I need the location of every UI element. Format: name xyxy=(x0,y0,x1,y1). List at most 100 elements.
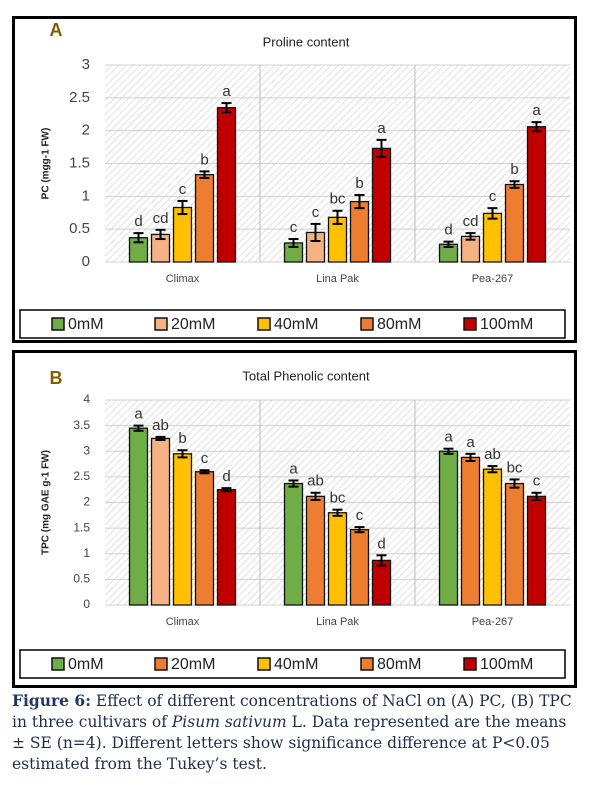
x-tick-label: Climax xyxy=(166,273,200,285)
error-bar xyxy=(199,469,210,475)
significance-letter: a xyxy=(444,429,453,446)
bar xyxy=(349,529,370,606)
significance-letter: b xyxy=(200,151,208,168)
bar xyxy=(216,489,237,606)
bar xyxy=(194,174,215,263)
legend-swatch xyxy=(463,317,477,331)
error-bar xyxy=(354,194,365,210)
significance-letter: bc xyxy=(330,490,346,507)
panel-frame xyxy=(12,16,577,343)
legend-label: 40mM xyxy=(274,656,318,673)
bar xyxy=(482,468,503,606)
bar xyxy=(150,437,171,606)
significance-letter: d xyxy=(222,468,230,485)
significance-letter: d xyxy=(444,222,452,239)
significance-letter: a xyxy=(134,406,143,423)
y-tick-label: 3 xyxy=(82,56,90,73)
error-bar xyxy=(465,232,476,241)
y-axis-label: PC (mgg-1 FW) xyxy=(41,128,52,200)
bar xyxy=(482,212,503,263)
error-bar xyxy=(155,228,166,241)
error-bar xyxy=(509,478,520,489)
error-bar xyxy=(310,491,321,501)
significance-letter: a xyxy=(222,83,231,100)
figure: A Proline content PC (mgg-1 FW) 0 0.5 1 1.5 2 2.… xyxy=(12,16,577,688)
error-bar xyxy=(177,449,188,459)
significance-letter: d xyxy=(134,213,142,230)
caption-text: Effect of different concentrations of Na… xyxy=(12,692,572,731)
bar xyxy=(128,427,149,606)
legend-swatch xyxy=(51,317,65,331)
significance-letter: c xyxy=(201,450,209,467)
bar xyxy=(460,456,481,606)
significance-letter: a xyxy=(532,102,541,119)
error-bar xyxy=(376,554,387,567)
legend-swatch xyxy=(51,657,65,671)
significance-letter: ab xyxy=(484,446,501,463)
x-tick-label: Pea-267 xyxy=(472,273,514,285)
bar xyxy=(349,200,370,263)
y-tick-label: 0.5 xyxy=(69,220,90,237)
error-bar xyxy=(288,479,299,488)
caption-label: Figure 6: xyxy=(12,691,91,710)
bar xyxy=(371,559,392,606)
error-bar xyxy=(133,232,144,244)
legend-label: 80mM xyxy=(377,316,421,333)
bar xyxy=(194,471,215,606)
x-tick-label: Lina Pak xyxy=(316,616,359,628)
legend-swatch xyxy=(257,657,271,671)
legend-swatch xyxy=(360,317,374,331)
panel-label: A xyxy=(50,20,63,40)
y-tick-label: 2 xyxy=(83,495,90,509)
x-tick-label: Climax xyxy=(166,616,200,628)
x-tick-label: Lina Pak xyxy=(316,273,359,285)
y-tick-label: 0 xyxy=(83,597,90,611)
error-bar xyxy=(332,508,343,517)
error-bar xyxy=(443,447,454,455)
error-bar xyxy=(332,209,343,225)
y-tick-label: 0.5 xyxy=(73,572,90,586)
legend-label: 0mM xyxy=(68,656,104,673)
y-tick-label: 3.5 xyxy=(73,418,90,432)
significance-letter: c xyxy=(179,181,187,198)
significance-letter: b xyxy=(510,161,518,178)
bar xyxy=(526,495,547,606)
error-bar xyxy=(133,424,144,432)
error-bar xyxy=(487,207,498,220)
error-bar xyxy=(221,487,232,493)
error-bar xyxy=(221,102,232,114)
chart-title: Total Phenolic content xyxy=(242,368,370,383)
error-bar xyxy=(376,138,387,158)
legend-swatch xyxy=(154,657,168,671)
y-tick-label: 1.5 xyxy=(69,154,90,171)
bar xyxy=(305,495,326,606)
significance-letter: a xyxy=(377,120,386,137)
significance-letter: c xyxy=(356,507,364,524)
legend-label: 40mM xyxy=(274,316,318,333)
legend-label: 20mM xyxy=(171,656,215,673)
significance-letter: ab xyxy=(152,417,169,434)
legend-label: 0mM xyxy=(68,316,104,333)
significance-letter: c xyxy=(489,188,497,205)
caption-text: L. Data represented are the means ± SE (… xyxy=(12,713,567,773)
bar xyxy=(216,107,237,263)
error-bar xyxy=(531,121,542,133)
error-bar xyxy=(199,170,210,179)
y-tick-label: 0 xyxy=(82,253,90,270)
significance-letter: c xyxy=(312,204,320,221)
chart-title: Proline content xyxy=(263,34,350,49)
error-bar xyxy=(443,240,454,248)
legend-label: 100mM xyxy=(480,656,533,673)
significance-letter: c xyxy=(533,473,541,490)
significance-letter: b xyxy=(355,175,363,192)
y-tick-label: 2.5 xyxy=(69,89,90,106)
bar xyxy=(172,453,193,606)
y-axis-label: TPC (mg GAE g-1 FW) xyxy=(41,450,52,555)
legend-swatch xyxy=(257,317,271,331)
error-bar xyxy=(487,465,498,474)
caption-italic: Pisum sativum xyxy=(171,713,287,731)
significance-letter: cd xyxy=(153,210,169,227)
significance-letter: b xyxy=(178,430,186,447)
y-tick-label: 1 xyxy=(82,187,90,204)
